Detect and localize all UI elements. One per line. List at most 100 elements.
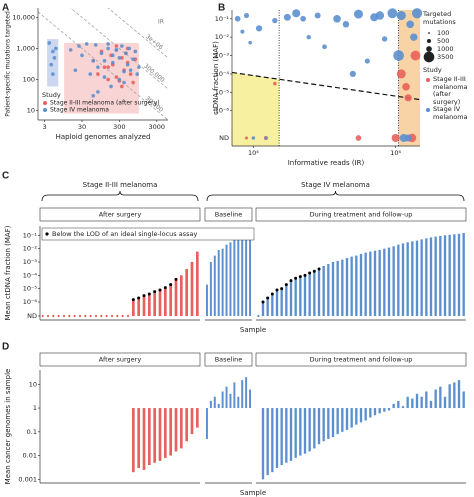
legend-key (426, 108, 430, 112)
bar (237, 396, 240, 409)
below-lod-marker (275, 288, 279, 292)
bar (249, 234, 252, 316)
point (272, 17, 278, 24)
bar (241, 380, 244, 409)
point (96, 65, 100, 69)
bar (369, 251, 372, 316)
nd-point (105, 314, 108, 318)
point (349, 70, 356, 78)
point (353, 9, 363, 19)
x-tick-label: 300 (113, 123, 125, 131)
ir-label: 3e+06 (144, 33, 164, 51)
point (91, 59, 96, 63)
below-lod-marker (312, 269, 316, 273)
point (273, 81, 277, 86)
bar (392, 403, 395, 409)
bar (313, 271, 316, 316)
point (399, 133, 408, 143)
point (110, 60, 115, 65)
size-legend-key (423, 51, 435, 63)
panel-letter: A (2, 3, 9, 14)
y-tick-label: 10,000 (12, 13, 35, 21)
bar (245, 377, 248, 409)
bar (285, 408, 288, 463)
point (244, 136, 249, 140)
size-legend-label: 1000 (437, 45, 454, 53)
bar (275, 408, 279, 468)
point (120, 44, 124, 48)
point (80, 53, 84, 58)
bar (308, 408, 311, 452)
bar (275, 289, 279, 316)
y-tick-label: 0.01 (23, 452, 37, 460)
region (47, 39, 59, 87)
point (109, 84, 113, 89)
point (131, 57, 135, 62)
legend-key (426, 78, 430, 82)
below-lod-marker (270, 292, 274, 296)
below-lod-marker (153, 290, 157, 294)
bar (285, 284, 288, 316)
bar (217, 249, 220, 316)
y-tick-label: 10⁻⁶ (23, 298, 38, 306)
panel-letter: B (218, 3, 225, 14)
bar (387, 247, 391, 316)
nd-point (257, 314, 260, 318)
point (410, 50, 421, 61)
bar (271, 293, 274, 316)
bar (132, 408, 135, 473)
nd-label: ND (219, 134, 229, 142)
bar (331, 261, 335, 316)
facet-strip (204, 207, 253, 222)
point (49, 62, 53, 67)
bar (303, 408, 307, 454)
point (122, 80, 126, 85)
y-tick-label: 10⁻³ (23, 258, 38, 266)
point (110, 53, 115, 58)
point (381, 36, 388, 42)
bar (221, 391, 224, 409)
point (391, 133, 400, 143)
bar (434, 389, 437, 409)
bar (229, 242, 232, 316)
facet-strip (204, 352, 253, 367)
point (88, 72, 93, 76)
bar (415, 240, 419, 316)
region (398, 10, 420, 146)
below-lod-marker (317, 267, 321, 271)
below-lod-marker (147, 292, 151, 296)
bar (169, 408, 172, 456)
facet-strip (255, 207, 467, 222)
point (68, 48, 73, 52)
point (106, 46, 110, 51)
point (120, 56, 124, 60)
bar (420, 396, 423, 409)
bar (317, 408, 321, 445)
size-legend-key (426, 38, 432, 44)
point (411, 8, 423, 19)
bar (364, 252, 367, 316)
bar (392, 246, 395, 316)
bar (164, 287, 167, 316)
group-bracket (206, 190, 465, 202)
point (375, 11, 385, 20)
nd-point (116, 314, 119, 318)
bar (322, 408, 325, 442)
point (124, 51, 128, 56)
point (300, 15, 306, 22)
y-tick-label: 10⁻⁴ (23, 271, 38, 279)
point (314, 12, 321, 19)
bar (341, 259, 344, 316)
bar (420, 239, 423, 316)
y-axis-title: Mean cancer genomes in sample (4, 369, 12, 485)
point (292, 9, 301, 18)
nd-point (110, 314, 114, 318)
point (106, 65, 110, 69)
bar (434, 236, 437, 316)
x-axis-title: Sample (240, 489, 266, 497)
point (137, 65, 141, 69)
point (77, 44, 81, 48)
facet-strip (39, 207, 201, 222)
y-tick-label: 10⁻⁵ (23, 285, 38, 293)
bar (174, 408, 178, 452)
